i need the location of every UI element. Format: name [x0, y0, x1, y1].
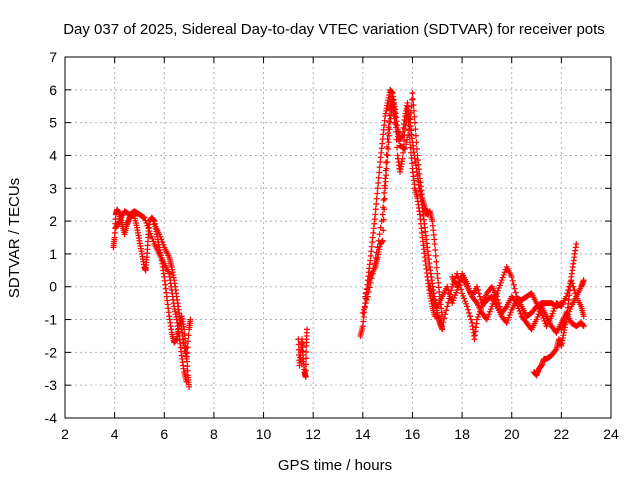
y-tick-label: 7	[49, 49, 57, 65]
y-tick-label: -4	[45, 410, 58, 426]
axis-ticks	[64, 56, 612, 419]
x-tick-label: 6	[160, 426, 168, 442]
y-tick-label: 4	[49, 147, 57, 163]
x-tick-label: 22	[554, 426, 570, 442]
data-series	[110, 86, 587, 390]
plot-frame	[64, 56, 612, 419]
y-tick-label: 3	[49, 180, 57, 196]
x-tick-label: 8	[210, 426, 218, 442]
x-tick-label: 18	[454, 426, 470, 442]
y-tick-label: -3	[45, 377, 58, 393]
data-points	[110, 86, 587, 390]
y-tick-label: 1	[49, 246, 57, 262]
y-tick-label: 5	[49, 115, 57, 131]
x-tick-label: 12	[305, 426, 321, 442]
x-tick-label: 24	[603, 426, 619, 442]
y-tick-label: 2	[49, 213, 57, 229]
x-tick-label: 4	[111, 426, 119, 442]
y-tick-label: 6	[49, 82, 57, 98]
x-tick-label: 16	[405, 426, 421, 442]
x-tick-labels: 2 4 6 8 10 12 14 16 18 20 22 24	[61, 426, 619, 442]
y-tick-labels: -4 -3 -2 -1 0 1 2 3 4 5 6 7	[45, 49, 58, 426]
chart-title: Day 037 of 2025, Sidereal Day-to-day VTE…	[63, 21, 605, 38]
x-tick-label: 14	[355, 426, 371, 442]
y-tick-label: 0	[49, 279, 57, 295]
y-tick-label: -2	[45, 344, 58, 360]
x-tick-label: 2	[61, 426, 69, 442]
x-tick-label: 20	[504, 426, 520, 442]
y-axis-title: SDTVAR / TECUs	[6, 178, 23, 298]
y-tick-label: -1	[45, 312, 58, 328]
x-axis-title: GPS time / hours	[278, 457, 392, 474]
x-tick-label: 10	[256, 426, 272, 442]
plus-markers	[110, 86, 587, 390]
